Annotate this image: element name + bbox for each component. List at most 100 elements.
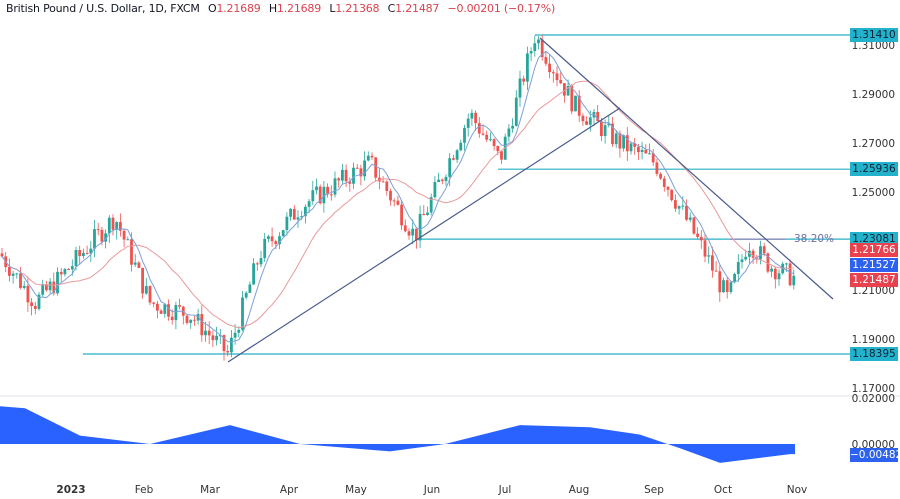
candle-body bbox=[729, 282, 733, 293]
candle-body bbox=[370, 155, 374, 158]
candle-body bbox=[492, 139, 496, 147]
candle-body bbox=[326, 186, 329, 195]
time-tick: Nov bbox=[786, 484, 808, 496]
candle-body bbox=[170, 316, 174, 321]
candle-body bbox=[85, 252, 89, 254]
candle-body bbox=[315, 186, 318, 191]
candle-body bbox=[93, 229, 96, 249]
symbol-title: British Pound / U.S. Dollar, 1D, FXCM bbox=[6, 2, 200, 15]
candle-body bbox=[544, 57, 548, 64]
candle-body bbox=[167, 304, 170, 317]
candle-body bbox=[267, 236, 270, 239]
candle-body bbox=[640, 149, 644, 153]
candle-body bbox=[455, 150, 459, 160]
candle-body bbox=[263, 238, 267, 259]
candle-body bbox=[725, 280, 729, 293]
candle-body bbox=[403, 225, 407, 232]
candle-body bbox=[777, 273, 781, 280]
candle-body bbox=[600, 121, 603, 137]
candle-body bbox=[722, 280, 725, 293]
candle-body bbox=[500, 151, 503, 160]
candle-body bbox=[56, 271, 59, 294]
candle-body bbox=[426, 212, 429, 216]
candle-body bbox=[551, 72, 555, 74]
candle-body bbox=[67, 269, 70, 271]
candle-body bbox=[566, 85, 570, 96]
candle-body bbox=[392, 200, 396, 202]
candle-body bbox=[607, 123, 611, 126]
uptrend-line bbox=[227, 107, 621, 363]
candle-body bbox=[614, 133, 618, 145]
candle-body bbox=[596, 111, 600, 122]
candle-body bbox=[751, 250, 755, 258]
candle-body bbox=[381, 181, 385, 183]
candle-body bbox=[677, 206, 681, 209]
candle-body bbox=[133, 262, 137, 265]
candle-body bbox=[659, 173, 662, 179]
candle-body bbox=[211, 335, 215, 341]
candle-body bbox=[304, 206, 307, 217]
candle-body bbox=[296, 217, 300, 220]
candle-body bbox=[529, 51, 533, 54]
candle-body bbox=[744, 256, 748, 260]
time-tick: Jun bbox=[423, 484, 441, 496]
candle-body bbox=[300, 216, 304, 218]
slow-moving-average bbox=[1, 80, 794, 329]
candle-body bbox=[233, 332, 237, 338]
candle-body bbox=[363, 160, 366, 177]
candle-body bbox=[48, 281, 52, 291]
candle-body bbox=[688, 217, 692, 220]
candle-body bbox=[348, 181, 352, 184]
price-tick: 1.29000 bbox=[852, 89, 895, 101]
candle-body bbox=[33, 306, 37, 309]
candle-body bbox=[714, 270, 718, 272]
candle-body bbox=[241, 297, 244, 330]
symbol-legend: British Pound / U.S. Dollar, 1D, FXCM O1… bbox=[6, 2, 556, 15]
change-value: −0.00201 (−0.17%) bbox=[447, 2, 556, 15]
candle-body bbox=[52, 281, 56, 294]
candle-body bbox=[577, 95, 581, 116]
candle-body bbox=[207, 330, 211, 336]
candle-body bbox=[633, 143, 637, 147]
candle-body bbox=[200, 314, 204, 336]
candle-body bbox=[644, 149, 648, 154]
candle-body bbox=[366, 155, 370, 161]
candle-body bbox=[618, 133, 622, 149]
candle-body bbox=[270, 236, 274, 242]
candle-body bbox=[19, 273, 22, 288]
candle-body bbox=[59, 271, 63, 275]
candle-body bbox=[411, 228, 415, 236]
candle-body bbox=[237, 329, 241, 333]
candle-body bbox=[311, 190, 315, 202]
candle-body bbox=[230, 337, 233, 353]
candle-body bbox=[352, 167, 355, 184]
candle-body bbox=[148, 286, 152, 303]
candle-body bbox=[415, 228, 418, 241]
candle-body bbox=[629, 143, 633, 152]
candle-body bbox=[226, 351, 230, 353]
candle-body bbox=[718, 271, 722, 293]
candle-body bbox=[526, 53, 529, 82]
candle-body bbox=[70, 266, 74, 270]
candle-body bbox=[489, 139, 492, 141]
candle-body bbox=[681, 205, 685, 207]
candle-body bbox=[107, 217, 111, 234]
candle-body bbox=[100, 229, 104, 242]
candle-body bbox=[518, 78, 522, 98]
candle-body bbox=[625, 135, 629, 152]
candle-body bbox=[193, 319, 196, 321]
downtrend-line bbox=[539, 37, 834, 300]
candle-body bbox=[130, 239, 133, 265]
candle-body bbox=[289, 208, 292, 217]
candle-body bbox=[474, 112, 477, 124]
candle-body bbox=[770, 268, 773, 272]
oscillator-tick: 0.02000 bbox=[852, 393, 895, 405]
candle-body bbox=[255, 263, 259, 265]
candle-body bbox=[144, 286, 148, 294]
candle-body bbox=[537, 39, 540, 44]
candle-body bbox=[281, 230, 285, 237]
low-value: 1.21368 bbox=[335, 2, 380, 15]
candle-body bbox=[581, 115, 585, 122]
candle-body bbox=[45, 284, 48, 291]
